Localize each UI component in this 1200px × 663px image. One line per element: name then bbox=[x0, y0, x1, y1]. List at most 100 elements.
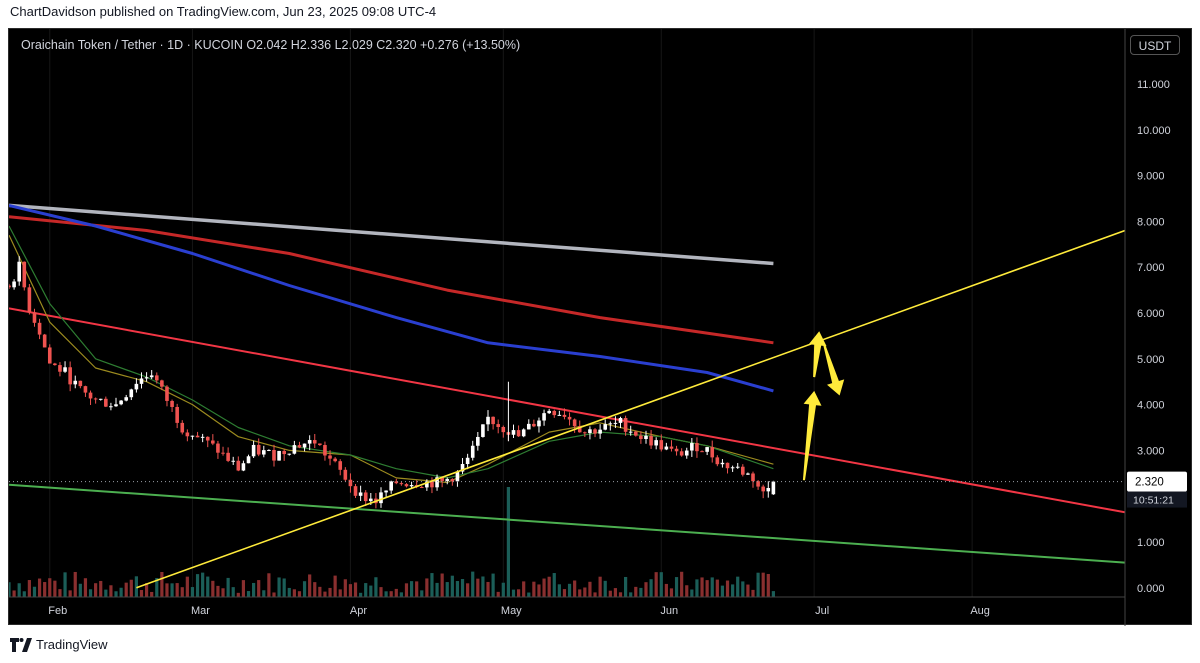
volume-bar bbox=[252, 582, 256, 597]
candle-body bbox=[404, 484, 409, 487]
volume-bar bbox=[150, 591, 154, 597]
volume-bar bbox=[445, 582, 449, 597]
volume-bar bbox=[180, 587, 184, 597]
y-tick-label: 1.000 bbox=[1137, 537, 1165, 549]
candle-body bbox=[256, 444, 261, 455]
volume-bar bbox=[399, 592, 403, 597]
volume-bar bbox=[583, 587, 587, 597]
volume-bar bbox=[669, 588, 674, 597]
volume-bar bbox=[124, 582, 128, 597]
volume-bar bbox=[588, 581, 592, 597]
volume-bar bbox=[297, 591, 302, 597]
volume-bar bbox=[710, 577, 714, 597]
volume-bar bbox=[761, 572, 765, 597]
candle-body bbox=[572, 419, 577, 427]
volume-bar bbox=[374, 577, 378, 597]
volume-bar bbox=[343, 579, 347, 597]
footer-brand[interactable]: TradingView bbox=[10, 637, 108, 652]
candle-body bbox=[445, 479, 450, 481]
volume-bar bbox=[78, 583, 82, 597]
candle-body bbox=[119, 400, 123, 405]
volume-bar bbox=[547, 576, 551, 597]
trend-line bbox=[136, 229, 1125, 589]
volume-bar bbox=[359, 592, 363, 597]
volume-bar bbox=[771, 591, 775, 597]
volume-bar bbox=[705, 580, 709, 597]
volume-bar bbox=[94, 583, 98, 597]
candle-body bbox=[170, 400, 174, 407]
volume-bar bbox=[522, 581, 526, 597]
volume-bar bbox=[415, 581, 419, 597]
candle-body bbox=[715, 457, 720, 465]
candle-body bbox=[205, 436, 210, 441]
volume-bar bbox=[573, 580, 577, 597]
candle-body bbox=[644, 435, 648, 440]
candle-body bbox=[384, 490, 388, 493]
volume-bar bbox=[542, 578, 546, 597]
volume-bar bbox=[318, 586, 322, 597]
candle-body bbox=[465, 457, 470, 465]
candle-body bbox=[68, 367, 72, 385]
volume-bar bbox=[246, 591, 251, 597]
candle-body bbox=[532, 423, 536, 427]
candle-body bbox=[486, 416, 490, 425]
candle-body bbox=[185, 432, 190, 437]
volume-bar bbox=[685, 585, 689, 597]
candle-body bbox=[577, 426, 582, 433]
volume-bar bbox=[226, 577, 230, 597]
volume-bar bbox=[634, 586, 638, 597]
candle-body bbox=[98, 398, 103, 400]
volume-bar bbox=[195, 574, 200, 597]
volume-bar bbox=[527, 592, 531, 597]
candle-body bbox=[481, 424, 485, 437]
volume-bar bbox=[736, 576, 740, 597]
volume-bar bbox=[379, 587, 383, 597]
candle-body bbox=[134, 383, 139, 390]
candle-body bbox=[200, 436, 205, 438]
volume-bar bbox=[425, 578, 429, 597]
volume-bar bbox=[185, 576, 189, 597]
volume-bar bbox=[624, 576, 628, 597]
currency-button[interactable]: USDT bbox=[1130, 35, 1180, 55]
volume-bar bbox=[608, 590, 612, 597]
volume-bar bbox=[17, 583, 21, 597]
candle-body bbox=[216, 443, 220, 453]
volume-bar bbox=[48, 578, 52, 597]
candle-body bbox=[501, 426, 506, 433]
candle-body bbox=[440, 477, 444, 481]
volume-bar bbox=[537, 584, 541, 597]
volume-bar bbox=[139, 590, 144, 597]
volume-bar bbox=[516, 589, 521, 597]
candle-body bbox=[369, 498, 373, 502]
chart-frame[interactable]: FebMarAprMayJunJulAug0.0001.0002.0003.00… bbox=[8, 28, 1193, 626]
volume-bar bbox=[486, 581, 490, 597]
volume-bar bbox=[338, 589, 342, 597]
candle-body bbox=[88, 392, 93, 399]
candle-body bbox=[695, 443, 699, 452]
volume-bar bbox=[155, 578, 159, 597]
candle-body bbox=[394, 481, 399, 484]
candle-body bbox=[312, 440, 317, 444]
candle-body bbox=[144, 377, 149, 379]
x-tick-label: Apr bbox=[350, 605, 367, 617]
chart-svg[interactable]: FebMarAprMayJunJulAug0.0001.0002.0003.00… bbox=[9, 29, 1193, 626]
candle-body bbox=[231, 460, 236, 462]
y-tick-label: 10.000 bbox=[1137, 125, 1171, 137]
candle-body bbox=[588, 429, 592, 434]
volume-bar bbox=[32, 586, 37, 597]
volume-bar bbox=[766, 573, 770, 597]
candle-body bbox=[348, 479, 353, 487]
volume-bar bbox=[659, 572, 663, 597]
candle-body bbox=[211, 440, 215, 444]
x-tick-label: Feb bbox=[48, 605, 67, 617]
candle-body bbox=[221, 452, 225, 454]
ema-slow-line bbox=[9, 225, 774, 479]
candle-body bbox=[104, 398, 108, 407]
candle-body bbox=[664, 446, 669, 450]
candle-body bbox=[323, 445, 327, 456]
y-tick-label: 4.000 bbox=[1137, 400, 1165, 412]
support-line bbox=[9, 483, 1125, 564]
candle-body bbox=[22, 261, 27, 288]
volume-bar bbox=[404, 583, 409, 597]
symbol-legend: Oraichain Token / Tether · 1D · KUCOIN O… bbox=[21, 38, 521, 52]
